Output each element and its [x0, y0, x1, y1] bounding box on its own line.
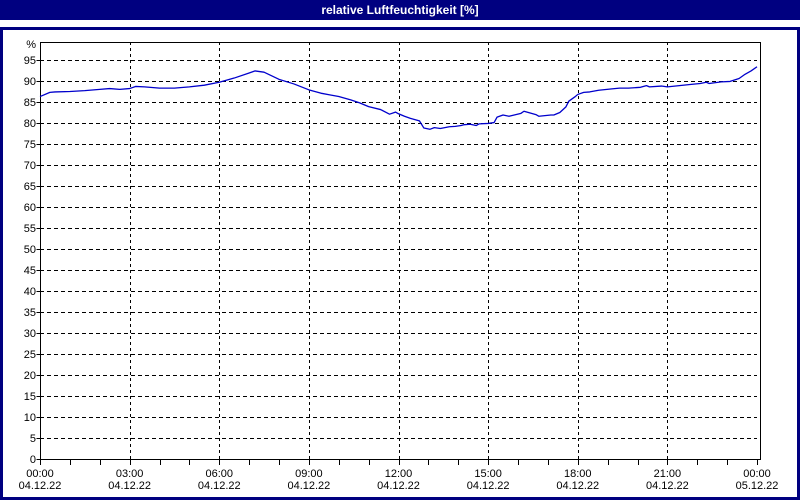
- x-axis-date-label: 04.12.22: [287, 480, 330, 492]
- x-axis-date-label: 04.12.22: [198, 480, 241, 492]
- x-axis-time-label: 03:00: [116, 468, 144, 480]
- y-axis-label: 5: [30, 433, 36, 445]
- y-axis-label: 70: [24, 160, 36, 172]
- y-axis-label: 30: [24, 328, 36, 340]
- y-axis-label: 20: [24, 370, 36, 382]
- y-axis-unit-label: %: [26, 39, 36, 51]
- y-axis-label: 25: [24, 349, 36, 361]
- y-axis-label: 45: [24, 265, 36, 277]
- x-axis-time-label: 15:00: [474, 468, 502, 480]
- x-gridlines: [130, 42, 668, 460]
- x-axis-date-label: 04.12.22: [108, 480, 151, 492]
- y-axis-label: 50: [24, 244, 36, 256]
- y-axis-label: 65: [24, 181, 36, 193]
- x-axis-time-label: 09:00: [295, 468, 323, 480]
- y-axis-label: 90: [24, 76, 36, 88]
- y-axis-label: 80: [24, 118, 36, 130]
- x-axis-date-label: 04.12.22: [646, 480, 689, 492]
- y-gridlines: [40, 60, 757, 439]
- x-axis-time-label: 12:00: [385, 468, 413, 480]
- y-axis-label: 60: [24, 202, 36, 214]
- plot-border: [40, 42, 761, 460]
- x-axis-date-label: 04.12.22: [467, 480, 510, 492]
- y-axis-label: 40: [24, 286, 36, 298]
- y-axis-label: 55: [24, 223, 36, 235]
- axis-ticks: [36, 60, 758, 465]
- y-axis-label: 35: [24, 307, 36, 319]
- x-axis-time-label: 06:00: [205, 468, 233, 480]
- x-axis-time-label: 21:00: [654, 468, 682, 480]
- y-axis-label: 0: [30, 454, 36, 466]
- x-axis-date-label: 04.12.22: [556, 480, 599, 492]
- x-axis-date-label: 05.12.22: [736, 480, 779, 492]
- y-axis-label: 15: [24, 391, 36, 403]
- humidity-line: [39, 66, 758, 130]
- axis-labels: 95908580757065605550454035302520151050%0…: [19, 39, 779, 492]
- y-axis-label: 75: [24, 139, 36, 151]
- y-axis-label: 10: [24, 412, 36, 424]
- window-title: relative Luftfeuchtigkeit [%]: [321, 3, 479, 17]
- window-title-bar[interactable]: relative Luftfeuchtigkeit [%]: [0, 0, 800, 20]
- x-axis-date-label: 04.12.22: [377, 480, 420, 492]
- x-axis-date-label: 04.12.22: [19, 480, 62, 492]
- x-axis-time-label: 00:00: [26, 468, 54, 480]
- y-axis-label: 95: [24, 55, 36, 67]
- x-axis-time-label: 00:00: [743, 468, 771, 480]
- x-axis-time-label: 18:00: [564, 468, 592, 480]
- y-axis-label: 85: [24, 97, 36, 109]
